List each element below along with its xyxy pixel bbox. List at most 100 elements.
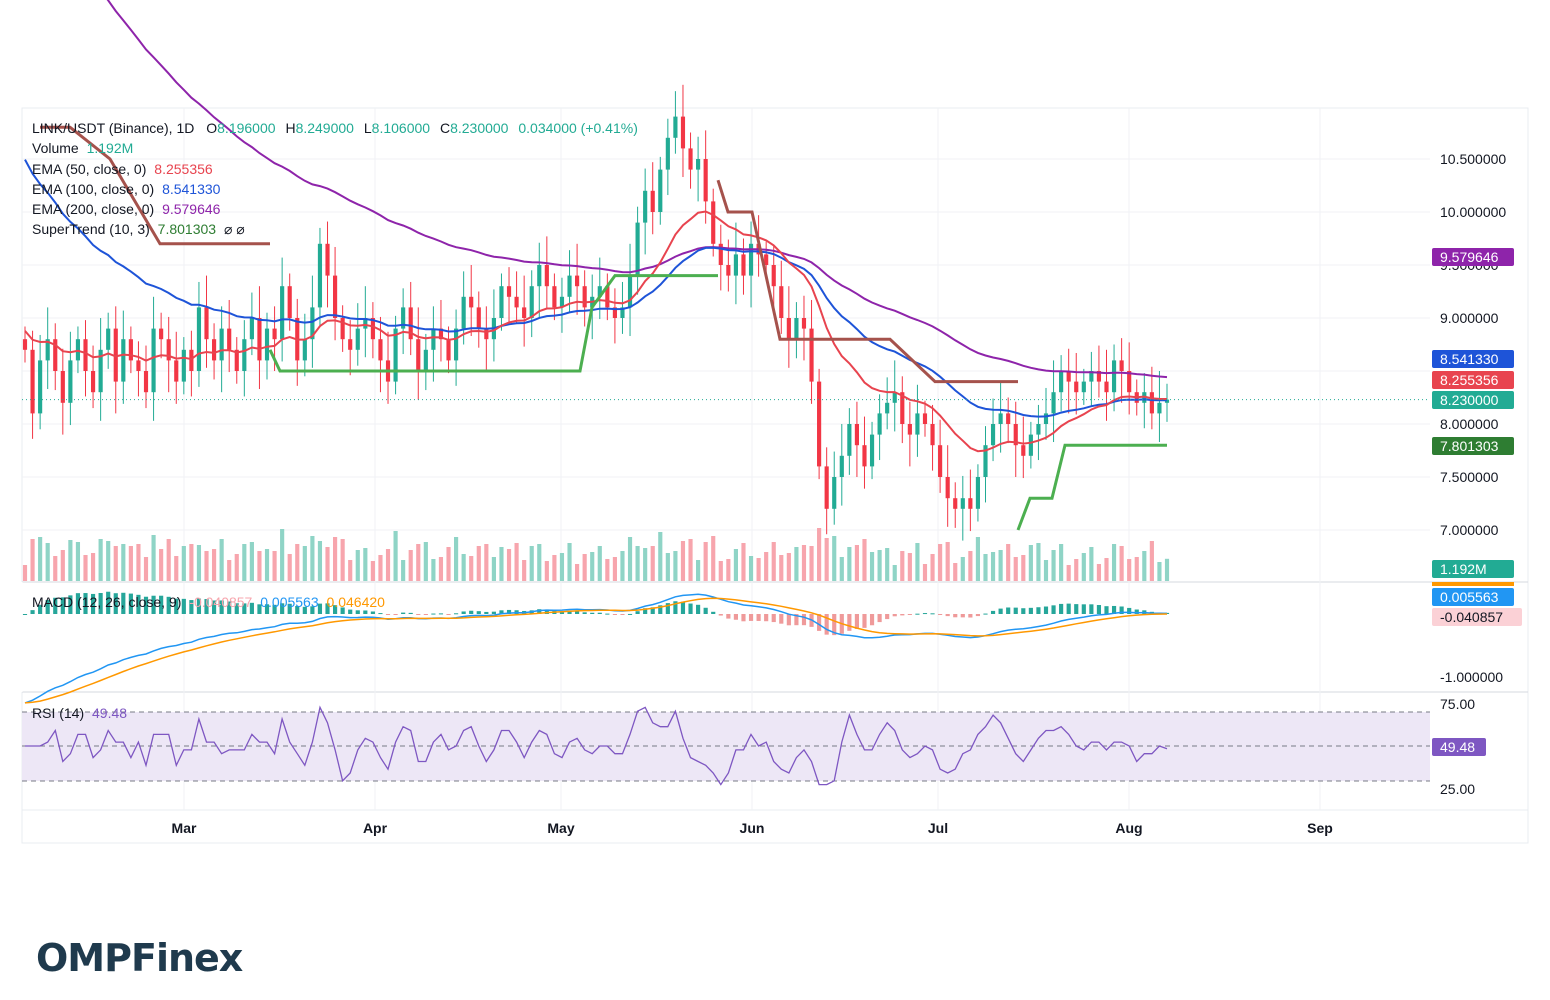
volume-bar xyxy=(1096,564,1102,581)
volume-bar xyxy=(68,540,73,581)
rsi-line xyxy=(25,705,1168,786)
macd-hist-bar xyxy=(22,614,28,615)
volume-bar xyxy=(680,541,686,581)
volume-bar xyxy=(491,557,496,581)
rsi-tick-label: 75.00 xyxy=(1440,696,1475,712)
supertrend-price-tag: 7.801303 xyxy=(1440,438,1499,454)
candle-body xyxy=(423,349,428,371)
candle-body xyxy=(688,148,693,170)
candle-body xyxy=(83,339,88,371)
volume-value: 1.192M xyxy=(86,140,134,157)
volume-bar xyxy=(98,539,103,581)
volume-bar xyxy=(227,560,232,581)
candle-body xyxy=(264,328,270,361)
macd-hist-bar xyxy=(476,611,481,614)
macd-hist-bar xyxy=(401,612,406,614)
candle-body xyxy=(665,137,670,170)
macd-hist-bar xyxy=(1013,607,1018,614)
macd-hist-bar xyxy=(590,612,595,614)
candle-body xyxy=(627,275,633,308)
candle-body xyxy=(38,360,43,414)
macd-hist-bar xyxy=(1059,603,1064,614)
macd-hist-bar xyxy=(733,614,738,620)
macd-hist-bar xyxy=(60,597,65,614)
candle-body xyxy=(174,360,179,382)
candle-body xyxy=(416,339,421,371)
volume-bar xyxy=(975,537,981,581)
volume-bar xyxy=(869,552,875,581)
macd-signal-line xyxy=(24,597,1168,704)
open-value: 8.196000 xyxy=(217,120,276,136)
volume-bar xyxy=(446,547,451,581)
macd-hist-bar xyxy=(718,614,723,616)
price-tick-label: 7.500000 xyxy=(1440,469,1499,485)
volume-bar xyxy=(408,550,413,581)
volume-bar xyxy=(1119,546,1124,581)
macd-hist-bar xyxy=(174,598,179,614)
volume-bar xyxy=(90,553,96,581)
candle-body xyxy=(287,286,292,318)
volume-bar xyxy=(665,553,670,581)
macd-hist-bar xyxy=(703,607,708,614)
candle-body xyxy=(900,392,905,424)
macd-hist-bar xyxy=(968,614,973,618)
candle-body xyxy=(1127,371,1132,393)
price-tick-label: 9.000000 xyxy=(1440,310,1499,326)
macd-hist-bar xyxy=(219,600,224,614)
volume-tag-bg xyxy=(1432,560,1514,578)
volume-bar xyxy=(454,537,459,581)
volume-bar xyxy=(196,545,202,581)
macd-hist-bar xyxy=(280,603,285,614)
volume-bar xyxy=(575,564,580,581)
volume-bar xyxy=(968,551,973,581)
volume-bar xyxy=(794,547,799,581)
candle-body xyxy=(401,307,406,329)
macd-hist-bar xyxy=(348,609,353,614)
candle-body xyxy=(1043,413,1049,424)
candle-body xyxy=(726,265,731,276)
candle-body xyxy=(211,339,217,361)
volume-bar xyxy=(559,553,565,581)
candle-body xyxy=(143,371,149,393)
macd-hist-bar xyxy=(370,611,375,614)
macd-hist-bar xyxy=(83,593,88,614)
candle-body xyxy=(650,190,655,212)
candle-body xyxy=(60,371,65,403)
macd-hist-bar xyxy=(930,613,935,615)
macd-hist-bar xyxy=(575,611,580,614)
volume-bar xyxy=(219,539,224,581)
candles xyxy=(22,84,1170,541)
volume-bar xyxy=(990,552,996,581)
volume-bar xyxy=(295,544,300,581)
volume-bar xyxy=(711,536,716,581)
supertrend-down-line xyxy=(716,179,1018,384)
volume-bar xyxy=(696,560,701,581)
volume-bar xyxy=(597,546,602,581)
macd-hist-bar xyxy=(892,614,897,617)
time-tick-label: Mar xyxy=(172,820,197,836)
candle-body xyxy=(703,159,708,202)
macd-hist-bar xyxy=(136,594,141,614)
macd-signal-tag xyxy=(1432,582,1514,586)
macd-hist-bar xyxy=(756,614,761,621)
macd-tag: 0.005563 xyxy=(1440,589,1499,605)
volume-bar xyxy=(1006,544,1011,581)
volume-bar xyxy=(1028,545,1033,581)
candle-body xyxy=(1006,413,1011,424)
volume-bar xyxy=(1164,558,1170,581)
ema50-legend-row: EMA (50, close, 0) 8.255356 xyxy=(32,159,638,179)
ema50-label: EMA (50, close, 0) xyxy=(32,160,147,177)
volume-bar xyxy=(915,543,920,581)
macd-hist-bar xyxy=(166,596,171,614)
volume-bar xyxy=(106,541,111,581)
macd-hist-bar xyxy=(794,614,799,626)
candle-body xyxy=(438,328,444,340)
volume-bar xyxy=(1074,559,1079,581)
high-label: H xyxy=(285,120,296,136)
macd-hist-bar xyxy=(1127,607,1132,614)
volume-bar xyxy=(189,544,194,581)
macd-hist-bar xyxy=(393,614,398,615)
candle-body xyxy=(680,116,686,149)
volume-bar xyxy=(643,548,648,581)
